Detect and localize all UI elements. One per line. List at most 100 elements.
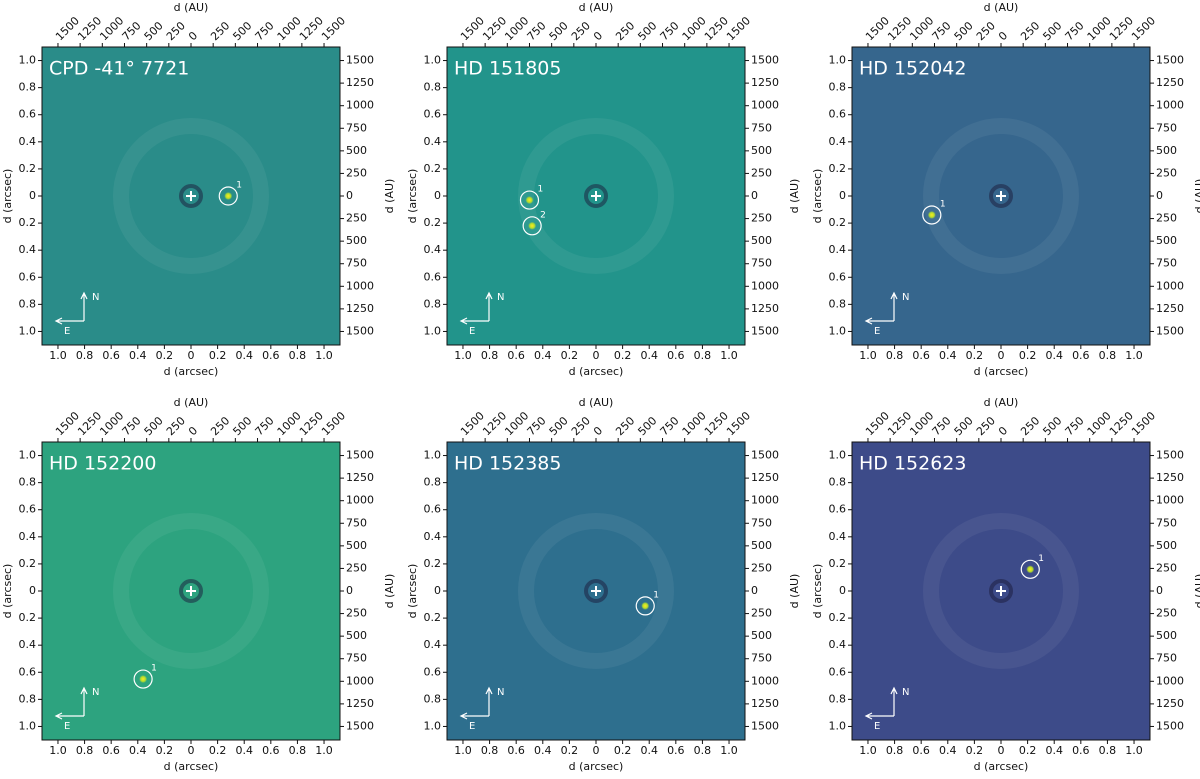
north-label: N — [92, 687, 99, 698]
y-tick-label: 0.8 — [829, 297, 847, 310]
x-tick-label: 0.2 — [614, 349, 632, 362]
y2-tick-label: 0 — [346, 189, 353, 202]
y-tick-label: 0.6 — [424, 665, 442, 678]
x2-tick-label: 500 — [1040, 19, 1064, 43]
y-tick-label: 0.6 — [424, 270, 442, 283]
x-tick-label: 1.0 — [49, 744, 67, 757]
x-tick-label: 0.4 — [1045, 744, 1063, 757]
x2-tick-label: 1250 — [885, 409, 914, 438]
y2-tick-label: 0 — [751, 584, 758, 597]
north-label: N — [902, 292, 909, 303]
y2-tick-label: 1500 — [1156, 719, 1184, 732]
y-tick-label: 0.2 — [424, 216, 442, 229]
x2-tick-label: 1500 — [458, 409, 487, 438]
y2-tick-label: 1250 — [1156, 76, 1184, 89]
y-tick-label: 0.8 — [424, 297, 442, 310]
y2-tick-label: 250 — [751, 607, 772, 620]
x2-tick-label: 250 — [569, 19, 593, 43]
core-ring — [584, 579, 608, 603]
y-axis-label: d (arcsec) — [1, 564, 14, 619]
y-tick-label: 0.2 — [19, 557, 37, 570]
y2-tick-label: 750 — [751, 257, 772, 270]
compass — [459, 291, 493, 325]
x2-tick-label: 1250 — [297, 409, 326, 438]
x2-tick-label: 1250 — [297, 14, 326, 43]
x-tick-label: 1.0 — [49, 349, 67, 362]
x-tick-label: 1.0 — [454, 744, 472, 757]
x-tick-label: 0.6 — [667, 349, 685, 362]
x-tick-label: 0.8 — [694, 744, 712, 757]
x-axis-label: d (arcsec) — [164, 760, 219, 773]
x2-tick-label: 1500 — [724, 409, 753, 438]
x2-tick-label: 1500 — [1129, 409, 1158, 438]
y-tick-label: 0.4 — [829, 638, 847, 651]
x2-tick-label: 250 — [974, 414, 998, 438]
y2-tick-label: 750 — [751, 121, 772, 134]
x-tick-label: 0 — [188, 349, 195, 362]
panel: HD 152200 1.0 0.8 0.6 0.4 0.2 0 0.2 0.4 0.6 0.8 1.0… — [1, 396, 396, 773]
y-tick-label: 1.0 — [19, 449, 37, 462]
y-tick-label: 1.0 — [424, 324, 442, 337]
compass — [864, 291, 898, 325]
y2-tick-label: 1000 — [1156, 674, 1184, 687]
y-axis-label: d (arcsec) — [811, 564, 824, 619]
source — [927, 210, 936, 219]
x-tick-label: 0.8 — [1099, 349, 1117, 362]
y-tick-label: 0.8 — [19, 297, 37, 310]
x2-tick-label: 1000 — [1085, 409, 1114, 438]
compass — [54, 686, 88, 720]
halo-ring — [923, 513, 1079, 669]
y2-tick-label: 1000 — [346, 279, 374, 292]
y2-tick-label: 250 — [1156, 607, 1177, 620]
star-center — [186, 586, 196, 596]
y2-tick-label: 1500 — [346, 449, 374, 462]
y-tick-label: 0.4 — [424, 530, 442, 543]
y2-tick-label: 1250 — [751, 697, 779, 710]
x2-tick-label: 750 — [1063, 414, 1087, 438]
x2-tick-label: 750 — [1063, 19, 1087, 43]
x-tick-label: 0.4 — [1045, 349, 1063, 362]
x-tick-label: 0.8 — [76, 744, 94, 757]
x2-tick-label: 500 — [635, 19, 659, 43]
x2-tick-label: 0 — [591, 424, 605, 438]
x2-axis-label: d (AU) — [984, 396, 1019, 409]
halo-ring — [923, 118, 1079, 274]
x2-tick-label: 1000 — [275, 14, 304, 43]
x2-tick-label: 1500 — [863, 409, 892, 438]
y2-tick-label: 1250 — [1156, 302, 1184, 315]
y-tick-label: 0.2 — [829, 557, 847, 570]
x-tick-label: 0.6 — [507, 744, 525, 757]
panel-title: HD 152623 — [859, 453, 967, 475]
x2-tick-label: 1000 — [1085, 14, 1114, 43]
x-tick-label: 1.0 — [1125, 744, 1143, 757]
x-tick-label: 1.0 — [315, 744, 333, 757]
x2-tick-label: 250 — [613, 414, 637, 438]
y-tick-label: 0.8 — [424, 81, 442, 94]
y-tick-label: 1.0 — [19, 719, 37, 732]
y2-tick-label: 1000 — [346, 674, 374, 687]
y2-tick-label: 250 — [1156, 561, 1177, 574]
x2-tick-label: 250 — [569, 414, 593, 438]
east-label: E — [874, 326, 880, 337]
x2-tick-label: 500 — [230, 19, 254, 43]
x-tick-label: 0.6 — [912, 744, 930, 757]
x2-tick-label: 750 — [253, 19, 277, 43]
x-tick-label: 0.2 — [966, 349, 984, 362]
x-tick-label: 1.0 — [720, 744, 738, 757]
y2-tick-label: 500 — [751, 234, 772, 247]
panel-title: HD 152042 — [859, 58, 967, 80]
source — [224, 192, 233, 200]
x2-tick-label: 500 — [952, 19, 976, 43]
y2-tick-label: 1250 — [346, 697, 374, 710]
compass — [459, 686, 493, 720]
x-tick-label: 1.0 — [1125, 349, 1143, 362]
north-label: N — [497, 687, 504, 698]
y2-tick-label: 0 — [1156, 189, 1163, 202]
y-tick-label: 0.4 — [424, 135, 442, 148]
x2-tick-label: 500 — [142, 414, 166, 438]
x-tick-label: 0 — [998, 744, 1005, 757]
source-circle — [922, 205, 942, 225]
x-tick-label: 0.8 — [481, 349, 499, 362]
y-tick-label: 0.8 — [829, 81, 847, 94]
x-tick-label: 0.8 — [1099, 744, 1117, 757]
